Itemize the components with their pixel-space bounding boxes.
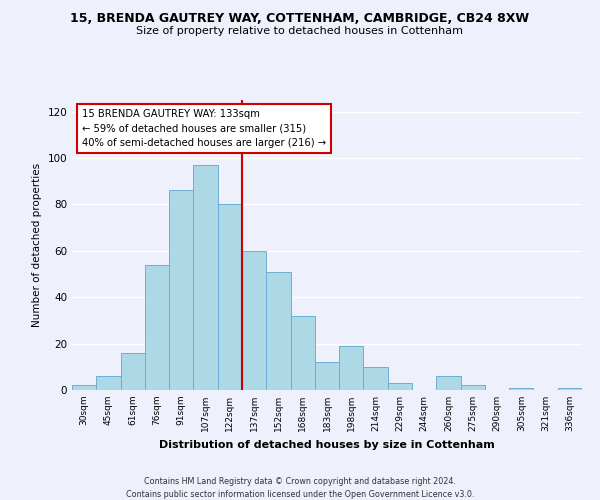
X-axis label: Distribution of detached houses by size in Cottenham: Distribution of detached houses by size … [159, 440, 495, 450]
Bar [339, 346, 364, 390]
Bar [96, 376, 121, 390]
Bar [169, 190, 193, 390]
Bar [509, 388, 533, 390]
Bar [558, 388, 582, 390]
Bar [218, 204, 242, 390]
Bar [145, 264, 169, 390]
Bar [242, 251, 266, 390]
Bar [121, 353, 145, 390]
Bar [72, 386, 96, 390]
Bar [266, 272, 290, 390]
Text: Contains HM Land Registry data © Crown copyright and database right 2024.: Contains HM Land Registry data © Crown c… [144, 478, 456, 486]
Bar [290, 316, 315, 390]
Bar [461, 386, 485, 390]
Bar [388, 383, 412, 390]
Bar [436, 376, 461, 390]
Bar [193, 165, 218, 390]
Text: 15 BRENDA GAUTREY WAY: 133sqm
← 59% of detached houses are smaller (315)
40% of : 15 BRENDA GAUTREY WAY: 133sqm ← 59% of d… [82, 108, 326, 148]
Text: Contains public sector information licensed under the Open Government Licence v3: Contains public sector information licen… [126, 490, 474, 499]
Bar [315, 362, 339, 390]
Y-axis label: Number of detached properties: Number of detached properties [32, 163, 42, 327]
Text: 15, BRENDA GAUTREY WAY, COTTENHAM, CAMBRIDGE, CB24 8XW: 15, BRENDA GAUTREY WAY, COTTENHAM, CAMBR… [70, 12, 530, 26]
Bar [364, 367, 388, 390]
Text: Size of property relative to detached houses in Cottenham: Size of property relative to detached ho… [137, 26, 464, 36]
